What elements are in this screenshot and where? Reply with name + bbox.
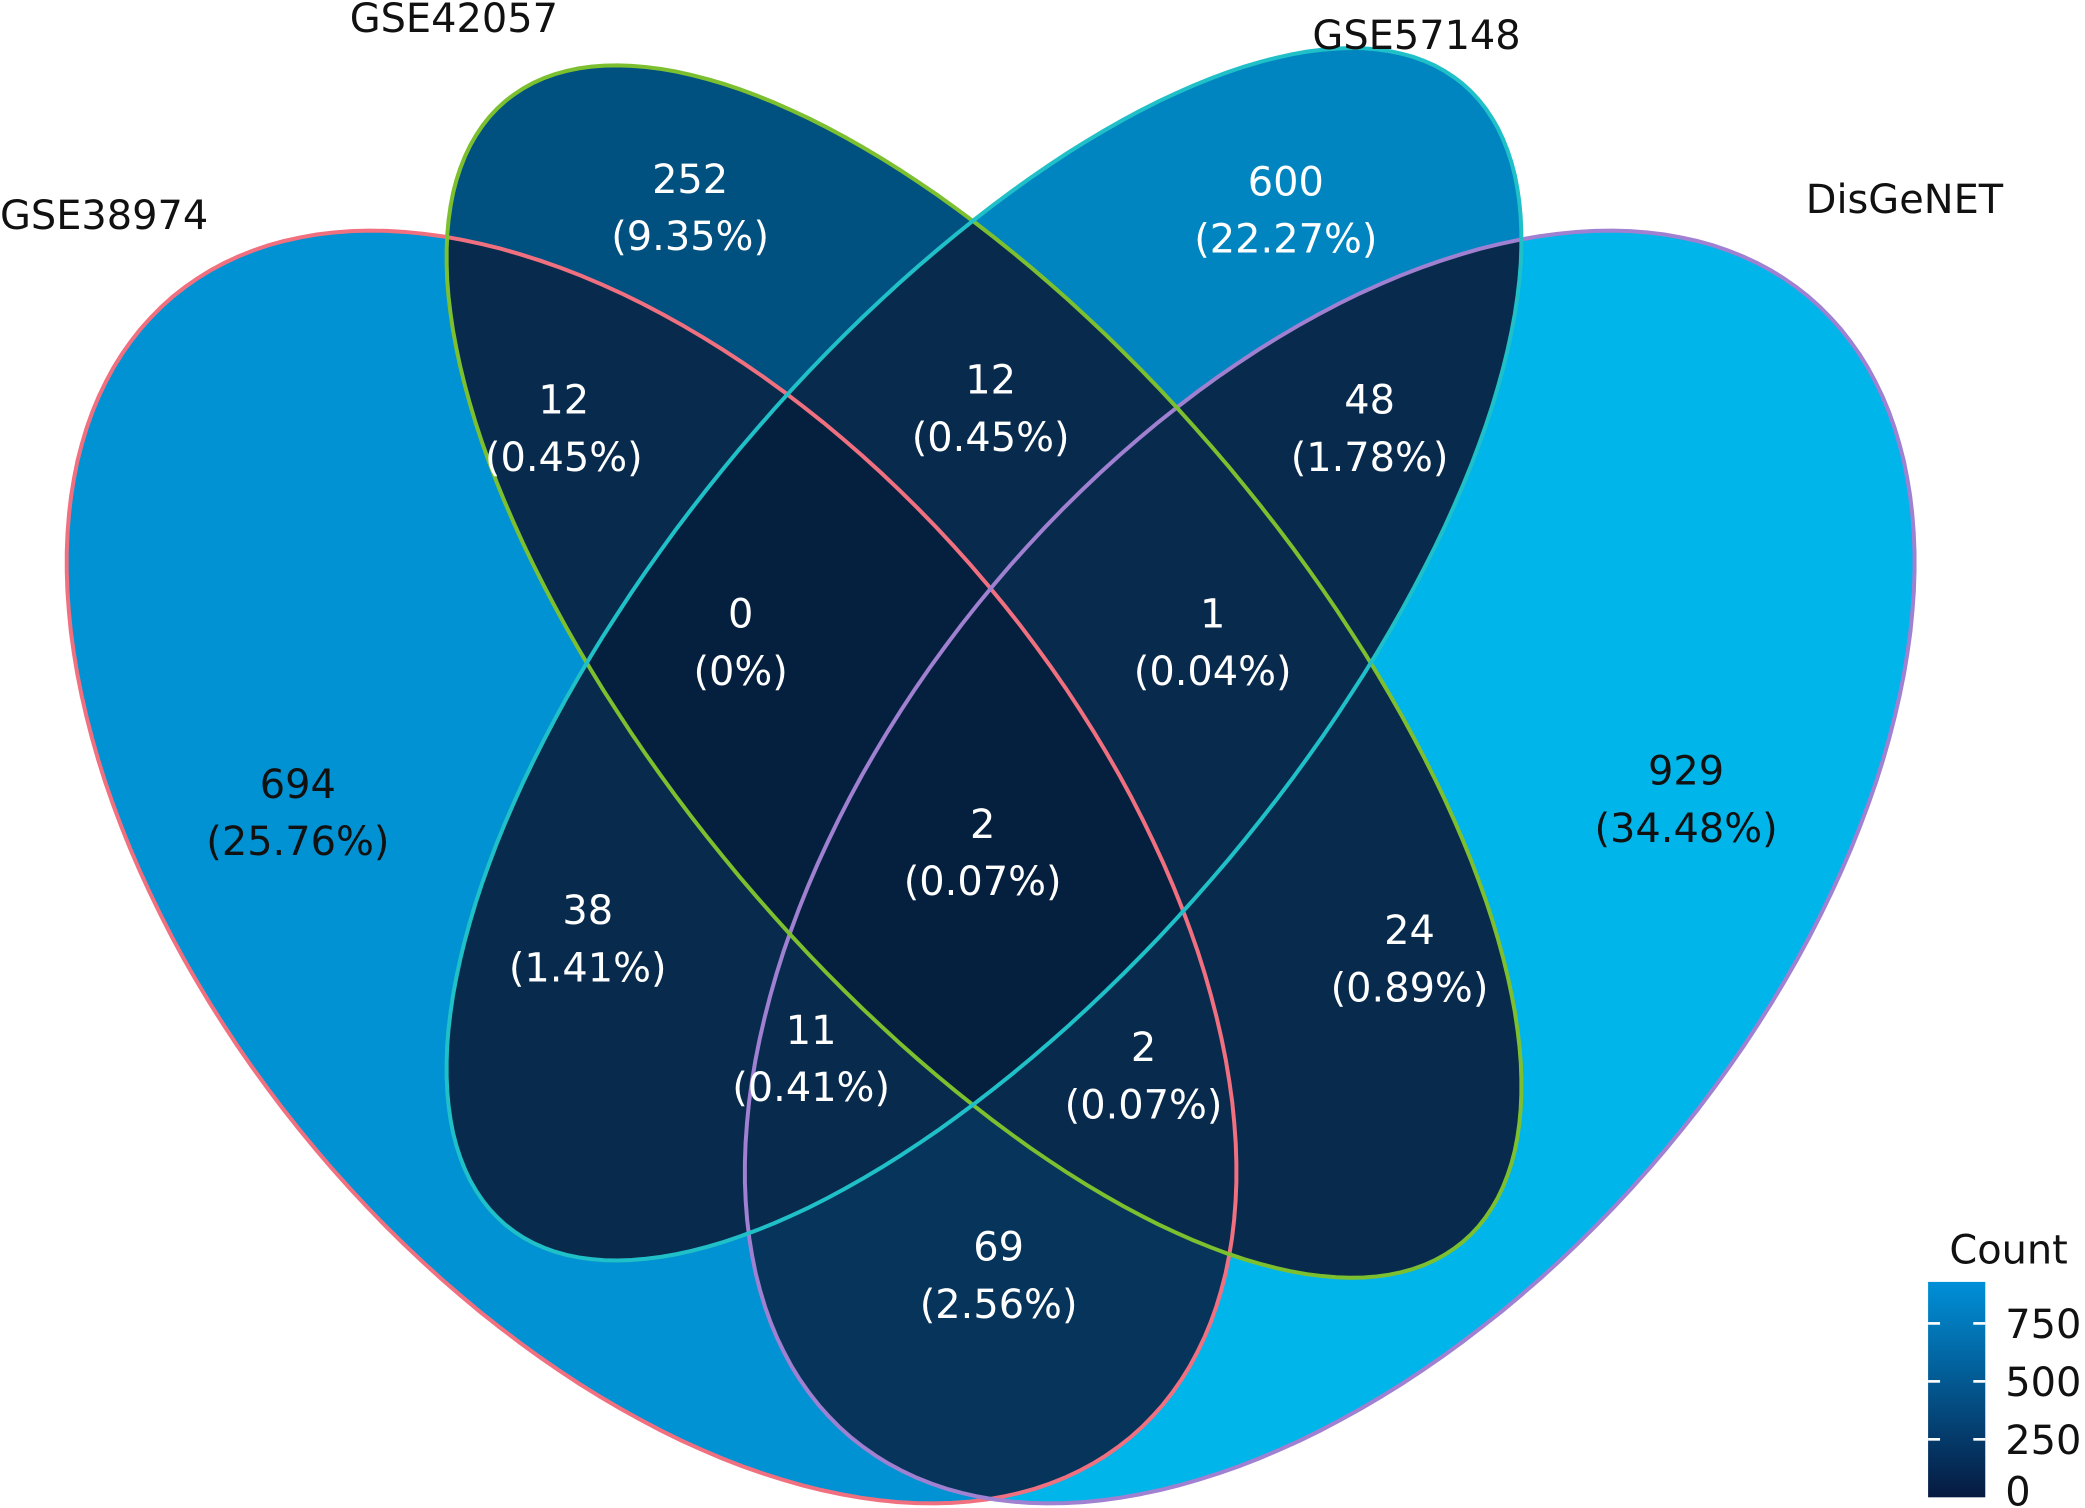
region-count-label: 2 (970, 802, 995, 848)
region-percent-label: (25.76%) (206, 819, 389, 865)
region-percent-label: (0.45%) (485, 435, 643, 481)
set-outline-gse57148 (444, 46, 1524, 1263)
set-outline-gse38974 (64, 228, 1239, 1506)
region-percent-label: (1.41%) (509, 945, 667, 991)
region-count-label: 1 (1200, 592, 1225, 638)
region-count-label: 600 (1248, 160, 1324, 206)
region-percent-label: (0.07%) (1065, 1082, 1223, 1128)
region-percent-label: (34.48%) (1594, 806, 1777, 852)
legend-colorbar (1928, 1281, 1986, 1498)
region-percent-label: (1.78%) (1291, 435, 1449, 481)
region-count-label: 24 (1384, 908, 1435, 954)
region-count-label: 11 (786, 1008, 837, 1054)
region-count-label: 0 (728, 592, 753, 638)
region-count-label: 929 (1648, 749, 1724, 795)
region-percent-label: (0%) (693, 649, 787, 695)
region-count-label: 252 (652, 157, 728, 203)
region-percent-label: (0.89%) (1331, 965, 1489, 1011)
region-percent-label: (0.07%) (904, 859, 1062, 905)
set-outline-disgenet (742, 228, 1917, 1506)
region-percent-label: (0.45%) (912, 415, 1070, 461)
set-label-disgenet: DisGeNET (1806, 177, 2004, 223)
set-label-gse42057: GSE42057 (350, 0, 558, 42)
set-label-gse38974: GSE38974 (0, 193, 208, 239)
region-percent-label: (0.41%) (732, 1065, 890, 1111)
legend-tick-label: 500 (2005, 1360, 2081, 1406)
set-label-gse57148: GSE57148 (1312, 13, 1520, 59)
region-count-label: 2 (1131, 1025, 1156, 1071)
region-percent-label: (0.04%) (1134, 649, 1292, 695)
region-percent-label: (22.27%) (1194, 217, 1377, 263)
legend-tick-label: 250 (2005, 1418, 2081, 1464)
region-count-label: 38 (562, 888, 613, 934)
region-count-label: 48 (1344, 378, 1395, 424)
color-legend: Count 750 500 250 0 (1928, 1227, 2081, 1508)
region-count-label: 12 (965, 358, 1016, 404)
legend-tick-label: 750 (2005, 1302, 2081, 1348)
region-percent-label: (9.35%) (611, 214, 769, 260)
region-count-label: 694 (260, 762, 336, 808)
legend-title: Count (1949, 1227, 2067, 1273)
legend-tick-label: 0 (2005, 1469, 2030, 1508)
set-outline-gse42057 (444, 63, 1524, 1280)
region-count-label: 12 (538, 378, 589, 424)
region-percent-label: (2.56%) (920, 1282, 1078, 1328)
region-count-label: 69 (973, 1225, 1024, 1271)
